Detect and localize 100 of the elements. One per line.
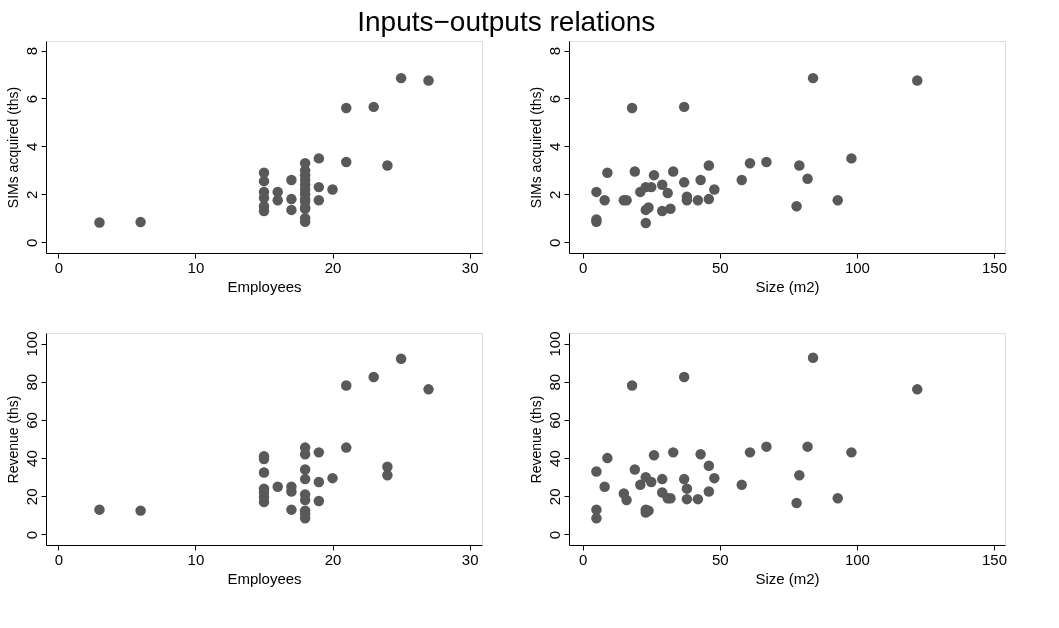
point bbox=[703, 160, 715, 171]
point bbox=[648, 450, 660, 461]
y-tick-label: 0 bbox=[545, 238, 563, 247]
point bbox=[744, 157, 756, 169]
y-tick-label: 8 bbox=[22, 46, 40, 56]
x-tick-label: 0 bbox=[54, 550, 64, 568]
y-tick-label: 2 bbox=[22, 190, 40, 199]
y-axis-title: SIMs acquired (ths) bbox=[4, 86, 21, 209]
point bbox=[678, 473, 690, 485]
x-axis-title: Size (m2) bbox=[755, 277, 820, 295]
point bbox=[286, 504, 297, 515]
point bbox=[703, 193, 715, 205]
x-tick-label: 0 bbox=[579, 550, 588, 568]
point bbox=[591, 466, 602, 477]
point bbox=[648, 169, 660, 181]
point bbox=[599, 195, 610, 206]
point bbox=[681, 493, 693, 505]
point bbox=[656, 473, 668, 485]
y-tick-label: 40 bbox=[545, 450, 563, 467]
point bbox=[299, 473, 311, 485]
y-tick-label: 60 bbox=[545, 412, 563, 429]
y-tick-label: 6 bbox=[545, 94, 563, 104]
point bbox=[703, 460, 715, 471]
point bbox=[368, 371, 379, 383]
point bbox=[423, 75, 434, 86]
point bbox=[761, 156, 772, 168]
x-tick-label: 10 bbox=[187, 258, 205, 276]
point bbox=[640, 217, 652, 229]
y-tick-label: 8 bbox=[545, 46, 563, 56]
point bbox=[807, 352, 819, 364]
y-tick-label: 2 bbox=[545, 190, 563, 199]
x-tick-label: 100 bbox=[844, 258, 870, 276]
x-tick-label: 50 bbox=[711, 550, 729, 568]
point bbox=[135, 505, 146, 516]
point bbox=[327, 472, 338, 484]
point bbox=[736, 174, 747, 186]
point bbox=[286, 174, 297, 186]
point bbox=[395, 72, 407, 84]
point bbox=[846, 153, 857, 164]
point bbox=[591, 513, 602, 524]
x-tick-label: 150 bbox=[982, 550, 1008, 568]
point bbox=[341, 380, 352, 391]
point bbox=[621, 494, 632, 506]
point bbox=[341, 442, 352, 453]
point bbox=[678, 177, 690, 188]
y-tick-label: 100 bbox=[545, 331, 563, 357]
point bbox=[656, 179, 668, 190]
y-tick-label: 4 bbox=[22, 142, 40, 152]
x-tick-label: 30 bbox=[461, 550, 479, 568]
point bbox=[313, 476, 325, 488]
point bbox=[695, 449, 706, 460]
y-axis-title: SIMs acquired (ths) bbox=[527, 86, 544, 209]
point bbox=[629, 464, 641, 475]
point bbox=[667, 166, 679, 177]
x-tick-label: 100 bbox=[844, 550, 870, 568]
x-tick-label: 20 bbox=[324, 550, 342, 568]
y-axis-title: Revenue (ths) bbox=[527, 395, 544, 484]
point bbox=[299, 464, 311, 475]
point bbox=[341, 156, 352, 168]
y-tick-label: 0 bbox=[545, 530, 563, 540]
y-axis-title: Revenue (ths) bbox=[4, 395, 21, 484]
x-axis-title: Employees bbox=[227, 569, 302, 587]
point bbox=[736, 479, 747, 491]
point bbox=[709, 184, 720, 195]
point bbox=[692, 493, 704, 505]
y-tick-label: 80 bbox=[545, 373, 563, 391]
point bbox=[423, 384, 434, 395]
point bbox=[135, 216, 146, 228]
point bbox=[599, 481, 610, 492]
point bbox=[912, 75, 923, 86]
point bbox=[602, 167, 613, 178]
point bbox=[761, 441, 772, 452]
point bbox=[272, 195, 283, 206]
x-tick-label: 0 bbox=[54, 258, 64, 276]
point bbox=[313, 181, 325, 193]
y-tick-label: 20 bbox=[545, 488, 563, 506]
point bbox=[665, 203, 676, 214]
y-tick-label: 60 bbox=[22, 412, 40, 429]
point bbox=[635, 479, 646, 491]
point bbox=[794, 470, 805, 481]
point bbox=[94, 217, 105, 228]
point bbox=[802, 441, 813, 452]
point bbox=[313, 447, 325, 458]
point bbox=[313, 495, 325, 507]
x-tick-label: 150 bbox=[982, 258, 1008, 276]
y-tick-label: 6 bbox=[22, 94, 40, 104]
point bbox=[807, 72, 819, 84]
point bbox=[681, 483, 693, 494]
point bbox=[313, 195, 325, 206]
y-tick-label: 100 bbox=[22, 331, 40, 357]
point bbox=[258, 467, 270, 478]
x-tick-label: 50 bbox=[711, 258, 729, 276]
point bbox=[602, 452, 613, 464]
y-tick-label: 20 bbox=[22, 488, 40, 506]
point bbox=[646, 476, 657, 488]
y-tick-label: 0 bbox=[22, 238, 40, 247]
point bbox=[692, 195, 704, 206]
point bbox=[744, 447, 756, 458]
point bbox=[832, 492, 843, 504]
point bbox=[846, 447, 857, 458]
